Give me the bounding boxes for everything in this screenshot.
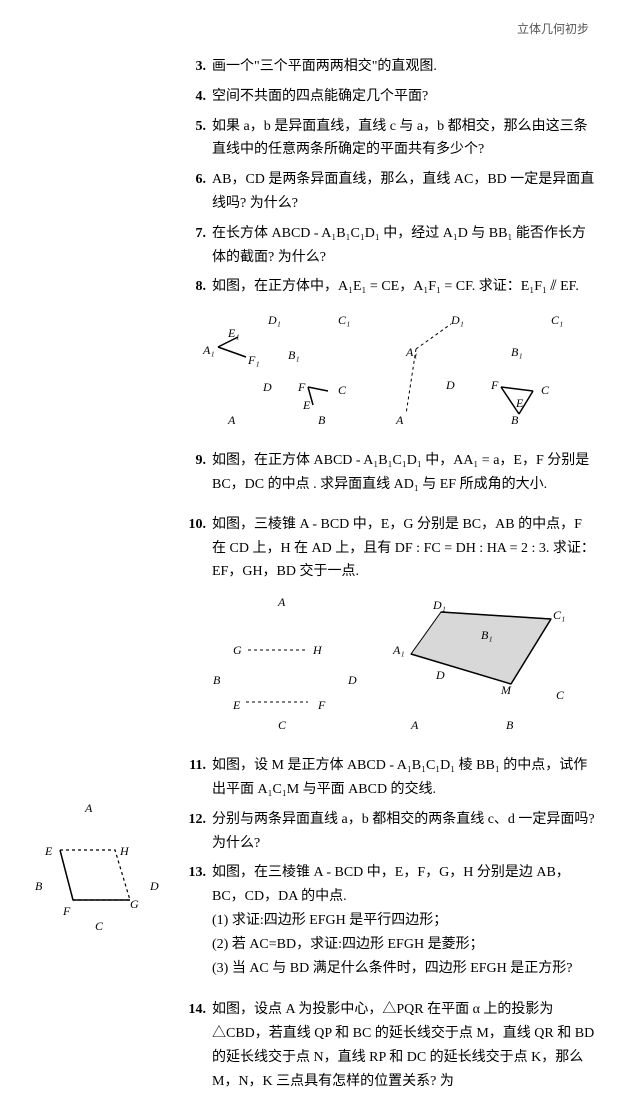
q3-text: 画一个"三个平面两两相交"的直观图. [212,55,599,79]
lbl13-b: B [35,879,43,893]
question-9: 9. 如图，在正方体 ABCD - A₁B₁C₁D₁ 中，AA₁ = a，E，F… [180,449,599,497]
lbl10-b: B [213,673,221,687]
q10-num: 10. [180,513,206,584]
lbl-d1r: D₁ [450,313,464,327]
lbl13-c: C [95,919,104,933]
chapter-header: 立体几何初步 [20,20,619,37]
q13-text: 如图，在三棱锥 A - BCD 中，E，F，G，H 分别是边 AB，BC，CD，… [212,861,599,980]
question-5: 5. 如果 a，b 是异面直线，直线 c 与 a，b 都相交，那么由这三条直线中… [180,115,599,163]
figure-8-left: D₁ E₁ A₁ F₁ B₁ C₁ D F E C A B [188,309,388,429]
q11-text: 如图，设 M 是正方体 ABCD - A₁B₁C₁D₁ 棱 BB₁ 的中点，试作… [212,754,599,802]
lbl10-a: A [277,595,286,609]
q4-num: 4. [180,85,206,109]
q14-num: 14. [180,998,206,1093]
q13-sub3: (3) 当 AC 与 BD 满足什么条件时，四边形 EFGH 是正方形? [212,957,599,981]
lbl-c1: C₁ [338,313,350,327]
lbl13-e: E [44,844,53,858]
q8-num: 8. [180,275,206,299]
q13-num: 13. [180,861,206,980]
lbl-a1: A₁ [202,343,215,357]
q4-text: 空间不共面的四点能确定几个平面? [212,85,599,109]
q13-main: 如图，在三棱锥 A - BCD 中，E，F，G，H 分别是边 AB，BC，CD，… [212,865,570,904]
question-10: 10. 如图，三棱锥 A - BCD 中，E，G 分别是 BC，AB 的中点，F… [180,513,599,584]
q9-text: 如图，在正方体 ABCD - A₁B₁C₁D₁ 中，AA₁ = a，E，F 分别… [212,449,599,497]
lbl13-g: G [130,897,139,911]
question-6: 6. AB，CD 是两条异面直线，那么，直线 AC，BD 一定是异面直线吗? 为… [180,168,599,216]
lbl-ar: A [395,413,404,427]
lbl-fr: F [490,378,499,392]
q13-sub2: (2) 若 AC=BD，求证:四边形 EFGH 是菱形； [212,933,599,957]
q13-sub1: (1) 求证:四边形 EFGH 是平行四边形； [212,909,599,933]
lbl10r-a1: A₁ [392,643,405,657]
lbl10r-d: D [435,668,445,682]
question-13: 13. 如图，在三棱锥 A - BCD 中，E，F，G，H 分别是边 AB，BC… [180,861,599,980]
lbl-e: E [302,398,311,412]
question-4: 4. 空间不共面的四点能确定几个平面? [180,85,599,109]
lbl-c: C [338,383,347,397]
q8-text: 如图，在正方体中，A₁E₁ = CE，A₁F₁ = CF. 求证：E₁F₁ ⫽ … [212,275,599,299]
q7-num: 7. [180,222,206,270]
question-8: 8. 如图，在正方体中，A₁E₁ = CE，A₁F₁ = CF. 求证：E₁F₁… [180,275,599,299]
figure-13-side: A E H B D F G C [35,800,175,940]
lbl10-f: F [317,698,326,712]
lbl13-h: H [119,844,130,858]
lbl10-c: C [278,718,287,732]
lbl-b: B [318,413,326,427]
q11-num: 11. [180,754,206,802]
lbl10r-b1: B₁ [481,628,493,642]
q12-num: 12. [180,808,206,856]
figure-8-right: D₁ A₁ C₁ B₁ D F E C A B [391,309,591,429]
figure-10-right: D₁ C₁ A₁ B₁ D M C A B [381,594,581,734]
lbl10r-d1: D₁ [432,598,446,612]
lbl10-d: D [347,673,357,687]
figure-8: D₁ E₁ A₁ F₁ B₁ C₁ D F E C A B D₁ A₁ C₁ [180,309,599,434]
lbl10r-m: M [500,683,512,697]
q6-num: 6. [180,168,206,216]
main-content: 3. 画一个"三个平面两两相交"的直观图. 4. 空间不共面的四点能确定几个平面… [180,55,599,1094]
figure-10: A G H B D E F C D₁ C₁ A₁ B₁ D M C A [180,594,599,739]
q5-num: 5. [180,115,206,163]
lbl10r-a: A [410,718,419,732]
question-12: 12. 分别与两条异面直线 a，b 都相交的两条直线 c、d 一定异面吗? 为什… [180,808,599,856]
figure-10-left: A G H B D E F C [198,594,378,734]
q14-text: 如图，设点 A 为投影中心，△PQR 在平面 α 上的投影为△CBD，若直线 Q… [212,998,599,1093]
lbl10r-c1: C₁ [553,608,565,622]
lbl10r-c: C [556,688,565,702]
lbl-br: B [511,413,519,427]
lbl-d: D [262,380,272,394]
lbl-b1r: B₁ [511,345,523,359]
lbl-c1r: C₁ [551,313,563,327]
question-3: 3. 画一个"三个平面两两相交"的直观图. [180,55,599,79]
q5-text: 如果 a，b 是异面直线，直线 c 与 a，b 都相交，那么由这三条直线中的任意… [212,115,599,163]
q7-text: 在长方体 ABCD - A₁B₁C₁D₁ 中，经过 A₁D 与 BB₁ 能否作长… [212,222,599,270]
lbl-f: F [297,380,306,394]
lbl13-a: A [84,801,93,815]
lbl-b1: B₁ [288,348,300,362]
question-14: 14. 如图，设点 A 为投影中心，△PQR 在平面 α 上的投影为△CBD，若… [180,998,599,1093]
q6-text: AB，CD 是两条异面直线，那么，直线 AC，BD 一定是异面直线吗? 为什么? [212,168,599,216]
lbl10-h: H [312,643,323,657]
lbl-d1: D₁ [267,313,281,327]
q12-text: 分别与两条异面直线 a，b 都相交的两条直线 c、d 一定异面吗? 为什么? [212,808,599,856]
lbl-a: A [227,413,236,427]
lbl10-g: G [233,643,242,657]
question-11: 11. 如图，设 M 是正方体 ABCD - A₁B₁C₁D₁ 棱 BB₁ 的中… [180,754,599,802]
lbl-f1: F₁ [247,353,260,367]
lbl13-f: F [62,904,71,918]
question-7: 7. 在长方体 ABCD - A₁B₁C₁D₁ 中，经过 A₁D 与 BB₁ 能… [180,222,599,270]
q10-text: 如图，三棱锥 A - BCD 中，E，G 分别是 BC，AB 的中点，F 在 C… [212,513,599,584]
lbl10-e: E [232,698,241,712]
lbl-a1r: A₁ [405,345,418,359]
lbl-cr: C [541,383,550,397]
lbl13-d: D [149,879,159,893]
q9-num: 9. [180,449,206,497]
lbl10r-b: B [506,718,514,732]
q3-num: 3. [180,55,206,79]
lbl-dr: D [445,378,455,392]
